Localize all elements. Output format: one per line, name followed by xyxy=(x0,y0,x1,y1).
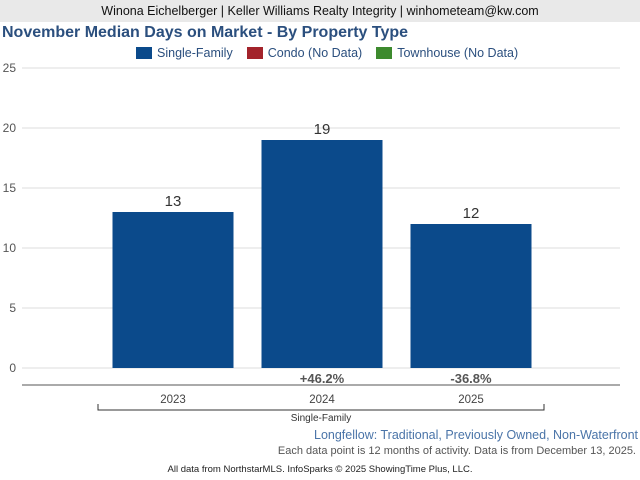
chart-title: November Median Days on Market - By Prop… xyxy=(2,24,409,41)
chart-subtitle: Longfellow: Traditional, Previously Owne… xyxy=(314,428,638,442)
x-tick-label: 2023 xyxy=(160,394,186,406)
y-tick-label: 25 xyxy=(3,61,17,75)
x-tick-label: 2025 xyxy=(458,394,484,406)
chart-legend: Single-Family Condo (No Data) Townhouse … xyxy=(136,46,518,60)
bar-value-label: 13 xyxy=(165,193,182,210)
legend-swatch-townhouse xyxy=(376,47,393,59)
legend-item-condo[interactable]: Condo (No Data) xyxy=(246,46,363,60)
y-tick-label: 5 xyxy=(9,301,16,315)
legend-label-single-family: Single-Family xyxy=(157,46,233,60)
agent-banner: Winona Eichelberger | Keller Williams Re… xyxy=(0,0,640,22)
legend-swatch-single-family xyxy=(136,47,152,59)
bar-value-label: 19 xyxy=(314,121,331,138)
legend-swatch-condo xyxy=(246,47,263,59)
x-tick-label: 2024 xyxy=(309,394,335,406)
y-tick-label: 15 xyxy=(3,181,17,195)
group-label: Single-Family xyxy=(291,413,352,424)
percent-change-label: -36.8% xyxy=(450,371,492,386)
group-bracket xyxy=(97,404,545,411)
bar-single-family xyxy=(261,140,383,368)
percent-change-label: +46.2% xyxy=(300,371,345,386)
data-credits: All data from NorthstarMLS. InfoSparks ©… xyxy=(167,464,473,475)
legend-item-townhouse[interactable]: Townhouse (No Data) xyxy=(376,46,518,60)
y-tick-label: 0 xyxy=(9,361,16,375)
bar-single-family xyxy=(410,224,532,368)
data-note: Each data point is 12 months of activity… xyxy=(277,445,636,457)
y-tick-label: 20 xyxy=(3,121,17,135)
legend-label-condo: Condo (No Data) xyxy=(267,46,363,60)
legend-item-single-family[interactable]: Single-Family xyxy=(136,46,233,60)
bar-single-family xyxy=(112,212,234,368)
y-tick-label: 10 xyxy=(3,241,17,255)
bar-chart: 051015202513202319+46.2%202412-36.8%2025… xyxy=(3,61,620,424)
bar-value-label: 12 xyxy=(463,205,480,222)
legend-label-townhouse: Townhouse (No Data) xyxy=(397,46,519,60)
